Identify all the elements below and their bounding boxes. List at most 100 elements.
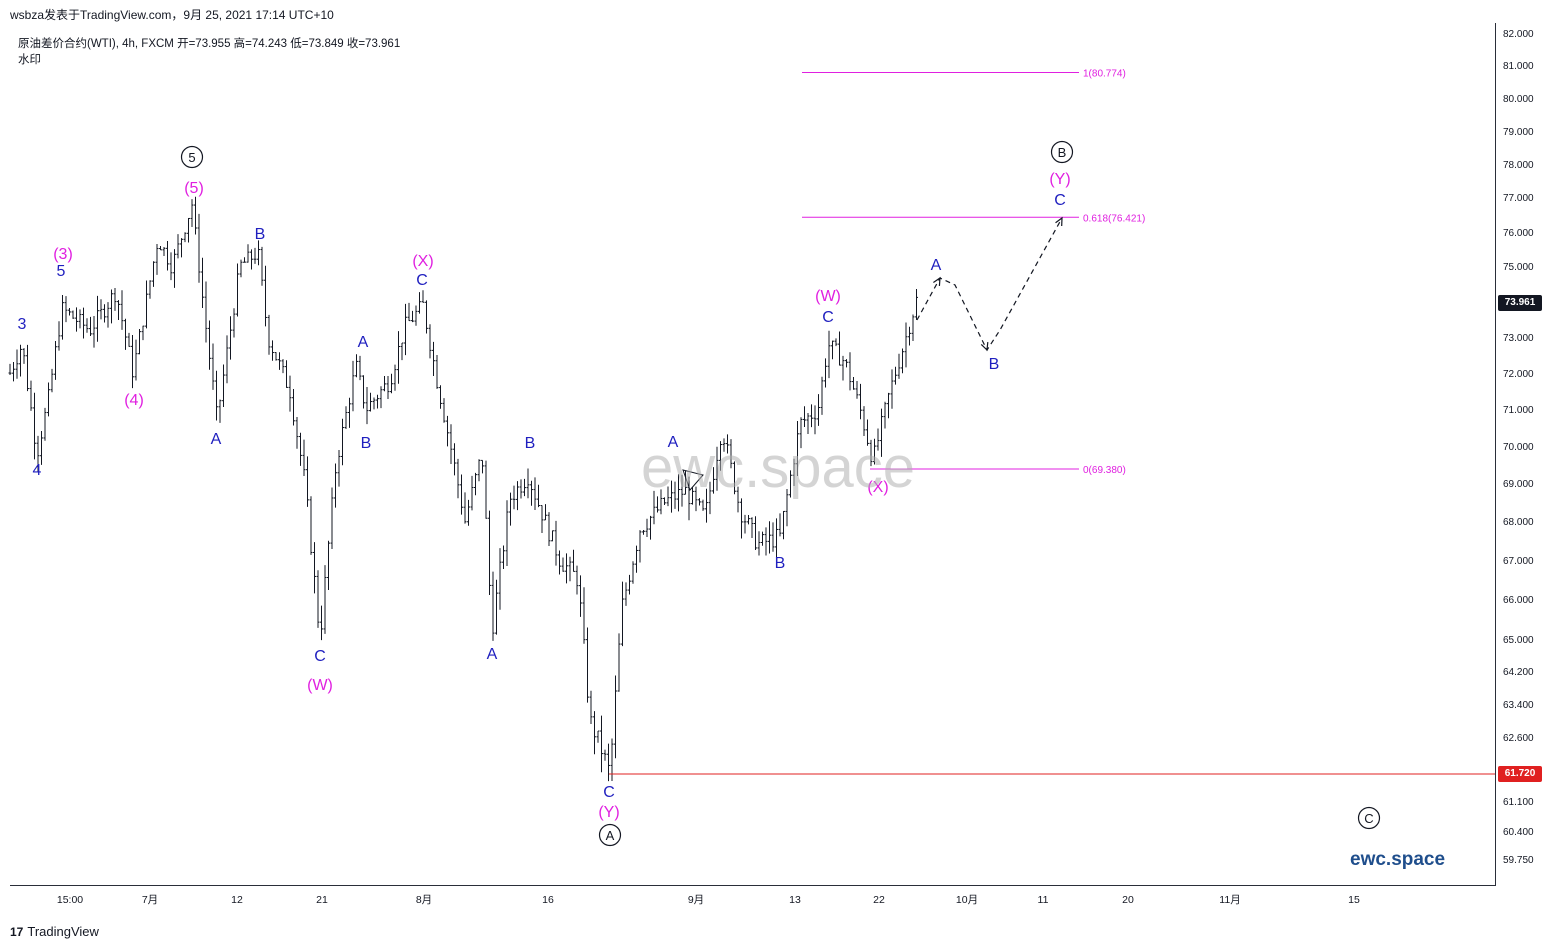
ohlc-bar	[463, 492, 467, 524]
ohlc-bar	[855, 380, 859, 399]
ohlc-bar	[127, 332, 131, 347]
wave-label-magenta: (3)	[53, 246, 73, 263]
y-tick-label: 60.400	[1503, 827, 1534, 838]
indicator-label[interactable]: 水印	[18, 54, 41, 66]
ohlc-bar	[628, 574, 631, 595]
ohlc-bar	[197, 213, 201, 283]
ohlc-bar	[631, 561, 635, 584]
ohlc-bar	[579, 575, 582, 617]
x-tick-label: 8月	[416, 894, 432, 906]
ohlc-bar	[470, 475, 474, 511]
ohlc-bar	[344, 406, 348, 429]
ohlc-bar	[680, 474, 684, 507]
ohlc-bar	[180, 238, 183, 258]
wave-label-blue: 5	[57, 263, 66, 280]
ohlc-bar	[194, 196, 197, 235]
ohlc-bar	[432, 341, 435, 376]
ohlc-bar	[390, 373, 393, 394]
wave-label-blue: A	[358, 334, 369, 351]
ohlc-bar	[638, 530, 642, 563]
symbol-legend[interactable]: 原油差价合约(WTI), 4h, FXCM 开=73.955 高=74.243 …	[18, 38, 401, 50]
wave-label-blue: A	[668, 434, 679, 451]
ohlc-bar	[586, 627, 589, 703]
ohlc-bar	[484, 460, 488, 519]
ohlc-bar	[152, 261, 155, 287]
ohlc-bar	[159, 246, 162, 251]
ohlc-bar	[677, 474, 680, 512]
ohlc-bar	[582, 587, 586, 644]
ohlc-bar	[558, 550, 561, 575]
ohlc-bar	[635, 545, 638, 573]
ohlc-bar	[904, 322, 908, 368]
y-tick-label: 65.000	[1503, 635, 1534, 646]
ohlc-bar	[729, 439, 733, 469]
ohlc-bar	[400, 342, 404, 361]
wave-label-magenta: (Y)	[1049, 171, 1070, 188]
ohlc-bar	[92, 316, 96, 348]
ohlc-bar	[617, 633, 621, 692]
ohlc-bar	[894, 366, 897, 385]
ohlc-bar	[320, 605, 323, 641]
y-tick-label: 63.400	[1503, 700, 1534, 711]
ohlc-bar	[362, 375, 365, 409]
y-tick-label: 59.750	[1503, 855, 1534, 866]
ohlc-bar	[22, 348, 26, 364]
wave-label-magenta: (W)	[815, 288, 841, 305]
wave-label-blue: C	[822, 309, 834, 326]
wave-label-blue: C	[603, 784, 615, 801]
ohlc-bar	[883, 401, 887, 429]
arrow-head-icon	[1055, 216, 1063, 227]
ohlc-bar	[778, 513, 782, 537]
y-tick-label: 70.000	[1503, 442, 1534, 453]
chart-frame	[10, 23, 1496, 886]
ohlc-bar	[736, 486, 740, 513]
fib-level-label: 0.618(76.421)	[1083, 213, 1145, 224]
projection-path[interactable]	[916, 217, 1063, 352]
ohlc-bar	[446, 415, 449, 447]
wave-labels: 3 4 5 A B C A B C A B C A B C A B C (3) (4) (5) (W) (X) (Y) (W) (…	[18, 140, 1381, 847]
ohlc-bar	[355, 354, 358, 378]
ohlc-bar	[866, 419, 869, 446]
ohlc-bar	[337, 449, 341, 487]
x-tick-label: 20	[1122, 894, 1134, 906]
ohlc-bar	[827, 330, 831, 379]
footer-logo[interactable]: 17 TradingView	[10, 924, 99, 939]
ohlc-bar	[99, 299, 103, 320]
ohlc-bar	[806, 412, 810, 434]
fib-and-support-lines: 1(80.774) 0.618(76.421) 0(69.380)	[609, 68, 1495, 775]
ohlc-bar	[803, 406, 806, 427]
ohlc-bar	[365, 386, 369, 425]
ohlc-bar	[124, 318, 127, 350]
ohlc-bar	[309, 496, 313, 555]
ohlc-bar	[110, 289, 113, 324]
ohlc-bar	[771, 522, 775, 552]
ohlc-bar	[12, 362, 15, 382]
wave-label-magenta: (Y)	[598, 804, 619, 821]
ohlc-bar	[383, 375, 386, 392]
ohlc-bar	[369, 392, 372, 412]
ohlc-bar	[530, 480, 533, 506]
y-tick-label: 61.100	[1503, 797, 1534, 808]
ohlc-bar	[792, 458, 796, 487]
ohlc-bar	[302, 439, 306, 477]
ohlc-bar	[397, 331, 400, 384]
ohlc-bar	[376, 394, 379, 409]
ohlc-bar	[831, 340, 834, 360]
x-tick-label: 16	[542, 894, 554, 906]
footer-logo-text: TradingView	[27, 924, 99, 939]
ohlc-bar	[187, 217, 190, 243]
y-tick-label: 76.000	[1503, 228, 1534, 239]
ohlc-bar	[890, 369, 894, 409]
ohlc-bar	[845, 359, 848, 368]
ohlc-bar	[540, 505, 544, 533]
ohlc-bar	[418, 292, 421, 314]
wave-label-blue: B	[775, 555, 786, 572]
ohlc-bar	[838, 331, 841, 366]
ohlc-bar	[61, 295, 64, 340]
circled-wave-label: 5	[180, 145, 204, 169]
ohlc-bar	[859, 383, 862, 420]
fib-level-label: 0(69.380)	[1083, 465, 1126, 476]
ohlc-bar	[89, 316, 92, 336]
ohlc-bar	[173, 249, 176, 288]
